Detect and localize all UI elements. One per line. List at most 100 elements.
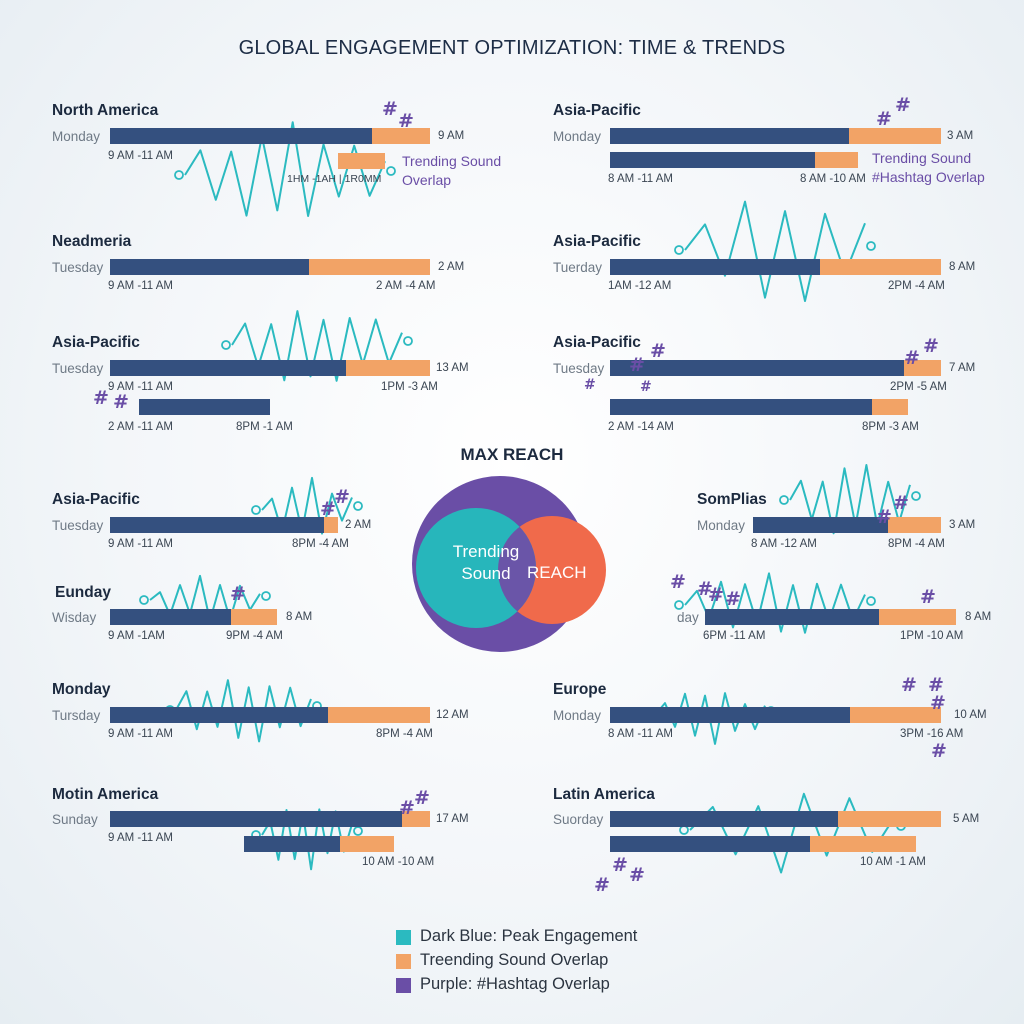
legend-label: Treending Sound Overlap [420,951,609,969]
peak-bar [610,128,849,144]
wave-node [251,505,261,515]
sound-overlap-bar [372,128,430,144]
hashtag-icon: # [629,864,645,886]
day-label: Tuesday [52,361,104,376]
end-time-label: 8 AM [949,261,976,273]
peak-bar [110,811,402,827]
peak-time-label: 1AM -12 AM [608,280,672,292]
wave-node [139,595,149,605]
sound-overlap-bar [402,811,430,827]
sound-overlap-bar [328,707,430,723]
trend-note: Trending Sound Overlap [402,153,502,188]
sound-overlap-bar [849,128,941,144]
hashtag-icon: # [920,586,936,608]
legend-swatch [396,954,411,969]
sound-time-label: 2PM -4 AM [888,280,945,292]
peak-bar [110,517,324,533]
day-label: Suorday [553,812,604,827]
sound-overlap-bar [820,259,941,275]
hashtag-icon: # [876,108,892,130]
peak-bar [610,399,872,415]
wave-node [674,245,684,255]
sound-time-label: 1PM -3 AM [381,381,438,393]
end-time-label: 3 AM [949,519,976,531]
region-label: Asia-Pacific [52,491,140,508]
reach-venn-diagram [412,476,606,652]
region-label: SomPlias [697,491,767,508]
peak-time-label: 9 AM -11 AM [108,150,173,162]
sound-time-label: 8PM -4 AM [376,728,433,740]
hashtag-icon: # [334,486,350,508]
end-time-label: 17 AM [436,813,469,825]
peak-bar [610,811,838,827]
end-time-label: 13 AM [436,362,469,374]
hashtag-icon: # [928,674,944,696]
peak-bar [610,360,904,376]
peak-time-label: 9 AM -11 AM [108,832,173,844]
end-time-label: 7 AM [949,362,976,374]
hashtag-icon: # [895,94,911,116]
trend-note: Trending Sound #Hashtag Overlap [872,150,985,185]
region-label: Motin America [52,786,159,803]
hashtag-icon: # [629,354,645,376]
hashtag-icon: # [382,98,398,120]
day-label: Tuerday [553,260,603,275]
hashtag-icon: # [904,347,920,369]
overlap-time-label: 1HM -1AH | 1R0MM [287,173,382,185]
day-label: Monday [52,129,101,144]
region-label: Asia-Pacific [553,334,641,351]
hashtag-icon: # [113,391,129,413]
hashtag-icon: # [670,571,686,593]
hashtag-icon: # [230,583,246,605]
sound-time-label: 3PM -16 AM [900,728,964,740]
wave-node [866,596,876,606]
region-label: Asia-Pacific [52,334,140,351]
peak-bar [110,609,231,625]
peak-time-label: 9 AM -11 AM [108,280,173,292]
region-label: Asia-Pacific [553,233,641,250]
sound-overlap-bar [324,517,338,533]
region-label: Neadmeria [52,233,132,250]
day-label: Sunday [52,812,98,827]
day-label: Tuesday [52,518,104,533]
legend-label: Purple: #Hashtag Overlap [420,975,610,993]
day-label: Monday [697,518,746,533]
hashtag-icon: # [584,377,596,393]
wave-node [679,825,689,835]
sound-time-label: 8PM -1 AM [236,421,293,433]
sound-time-label: 10 AM -1 AM [860,856,926,868]
hashtag-icon: # [923,335,939,357]
region-label: Latin America [553,786,655,803]
legend-label: Dark Blue: Peak Engagement [420,927,638,945]
venn-overlap [498,516,536,624]
sound-overlap-bar [879,609,956,625]
peak-bar [610,836,810,852]
legend-swatch [396,978,411,993]
hashtag-icon: # [930,692,946,714]
end-time-label: 10 AM [954,709,987,721]
wave-node [353,826,363,836]
day-label: Tuesday [553,361,605,376]
hashtag-icon: # [640,379,652,395]
wave-node [779,495,789,505]
peak-bar [110,259,309,275]
sound-time-label: 10 AM -10 AM [362,856,435,868]
hashtag-icon: # [398,110,414,132]
hashtag-icon: # [725,588,741,610]
sound-time-label: 8PM -3 AM [862,421,919,433]
peak-bar [753,517,888,533]
hashtag-icon: # [414,787,430,809]
hashtag-icon: # [708,584,724,606]
end-time-label: 8 AM [965,611,992,623]
wave-node [403,336,413,346]
peak-bar [139,399,270,415]
region-label: Eunday [55,584,111,601]
peak-time-label: 2 AM -14 AM [608,421,674,433]
region-label: Europe [553,681,607,698]
region-label: North America [52,102,159,119]
end-time-label: 9 AM [438,130,465,142]
region-label: Asia-Pacific [553,102,641,119]
sound-overlap-bar [838,811,941,827]
chart-title: GLOBAL ENGAGEMENT OPTIMIZATION: TIME & T… [238,37,786,59]
sound-overlap-bar [338,153,385,169]
